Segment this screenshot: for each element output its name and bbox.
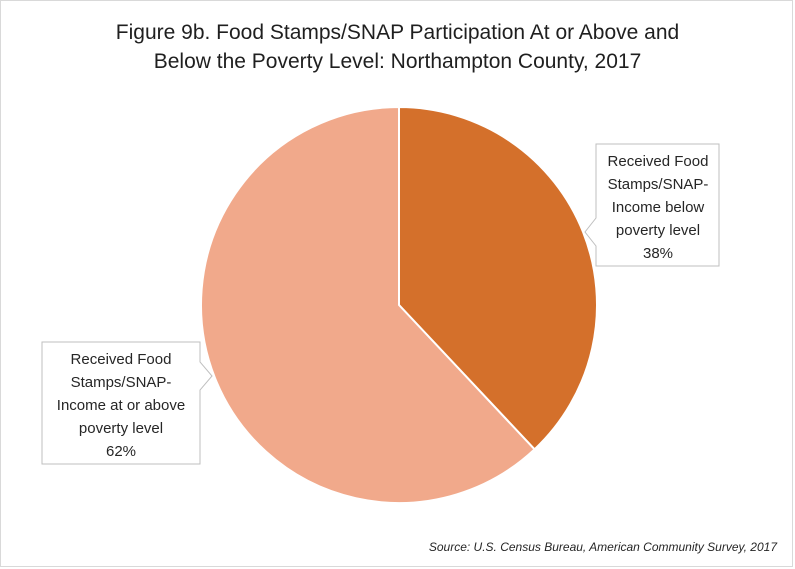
callout-above-value: 62% (106, 443, 136, 460)
callout-above-line-2: Stamps/SNAP- (71, 374, 172, 391)
callout-below-line-3: Income below (612, 199, 705, 216)
callout-above-line-4: poverty level (79, 420, 163, 437)
callout-below-value: 38% (643, 245, 673, 262)
callout-above-poverty: Received Food Stamps/SNAP- Income at or … (41, 341, 213, 465)
callout-below-line-1: Received Food (608, 153, 709, 170)
pie-slice-below-poverty (398, 105, 599, 451)
callout-box-below-poverty (584, 143, 720, 267)
callout-above-line-3: Income at or above (57, 397, 185, 414)
chart-source: Source: U.S. Census Bureau, American Com… (428, 540, 777, 554)
chart-title: Figure 9b. Food Stamps/SNAP Participatio… (0, 18, 795, 76)
callout-box-above-poverty (41, 341, 213, 465)
callout-below-line-4: poverty level (616, 222, 700, 239)
callout-above-line-1: Received Food (71, 351, 172, 368)
pie-slices (200, 105, 599, 504)
chart-title-line-1: Figure 9b. Food Stamps/SNAP Participatio… (115, 21, 680, 44)
chart-title-line-2: Below the Poverty Level: Northampton Cou… (153, 50, 642, 73)
callout-below-line-2: Stamps/SNAP- (608, 176, 709, 193)
callout-below-poverty: Received Food Stamps/SNAP- Income below … (584, 143, 720, 267)
pie-slice-above-poverty (200, 105, 536, 504)
